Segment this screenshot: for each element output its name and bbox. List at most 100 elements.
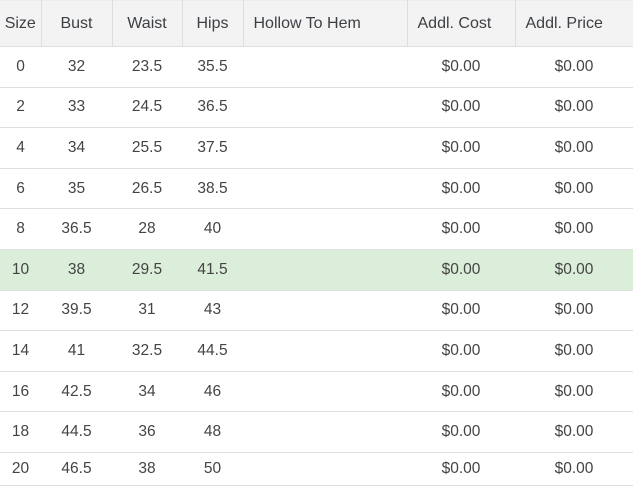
size-row-6[interactable]: 6 35 26.5 38.5 $0.00 $0.00 bbox=[0, 168, 633, 210]
cell-addl_cost: $0.00 bbox=[407, 208, 515, 250]
cell-hollow_to_hem bbox=[243, 411, 407, 453]
cell-bust: 46.5 bbox=[41, 452, 112, 487]
cell-hollow_to_hem bbox=[243, 452, 407, 487]
cell-waist: 29.5 bbox=[112, 249, 182, 291]
cell-hollow_to_hem bbox=[243, 127, 407, 169]
column-header-size: Size bbox=[0, 0, 41, 47]
size-row-10[interactable]: 10 38 29.5 41.5 $0.00 $0.00 bbox=[0, 249, 633, 291]
cell-hollow_to_hem bbox=[243, 330, 407, 372]
cell-bust: 34 bbox=[41, 127, 112, 169]
column-header-hollow_to_hem: Hollow To Hem bbox=[242, 0, 407, 47]
cell-addl_price: $0.00 bbox=[515, 290, 633, 332]
column-header-addl_cost: Addl. Cost bbox=[406, 0, 515, 47]
cell-addl_price: $0.00 bbox=[515, 168, 633, 210]
cell-addl_price: $0.00 bbox=[515, 411, 633, 453]
cell-size: 8 bbox=[0, 208, 41, 250]
cell-hollow_to_hem bbox=[243, 249, 407, 291]
cell-waist: 31 bbox=[112, 290, 182, 332]
cell-addl_cost: $0.00 bbox=[407, 290, 515, 332]
cell-addl_cost: $0.00 bbox=[407, 371, 515, 413]
cell-addl_price: $0.00 bbox=[515, 452, 633, 487]
cell-bust: 39.5 bbox=[41, 290, 112, 332]
cell-addl_cost: $0.00 bbox=[407, 127, 515, 169]
cell-addl_cost: $0.00 bbox=[407, 46, 515, 88]
cell-hollow_to_hem bbox=[243, 290, 407, 332]
cell-addl_cost: $0.00 bbox=[407, 168, 515, 210]
cell-hollow_to_hem bbox=[243, 168, 407, 210]
size-row-12[interactable]: 12 39.5 31 43 $0.00 $0.00 bbox=[0, 290, 633, 332]
cell-hollow_to_hem bbox=[243, 208, 407, 250]
column-header-bust: Bust bbox=[40, 0, 112, 47]
cell-size: 18 bbox=[0, 411, 41, 453]
cell-addl_cost: $0.00 bbox=[407, 452, 515, 487]
size-row-20[interactable]: 20 46.5 38 50 $0.00 $0.00 bbox=[0, 452, 633, 487]
cell-hollow_to_hem bbox=[243, 371, 407, 413]
cell-size: 12 bbox=[0, 290, 41, 332]
size-row-8[interactable]: 8 36.5 28 40 $0.00 $0.00 bbox=[0, 208, 633, 250]
size-row-16[interactable]: 16 42.5 34 46 $0.00 $0.00 bbox=[0, 371, 633, 413]
cell-hollow_to_hem bbox=[243, 87, 407, 129]
cell-addl_cost: $0.00 bbox=[407, 411, 515, 453]
cell-bust: 44.5 bbox=[41, 411, 112, 453]
cell-waist: 38 bbox=[112, 452, 182, 487]
cell-bust: 32 bbox=[41, 46, 112, 88]
cell-addl_price: $0.00 bbox=[515, 208, 633, 250]
cell-hips: 40 bbox=[182, 208, 243, 250]
header-row: Size Bust Waist Hips Hollow To Hem Addl. Cost… bbox=[0, 0, 633, 47]
cell-addl_cost: $0.00 bbox=[407, 249, 515, 291]
table-body: 0 32 23.5 35.5 $0.00 $0.00 2 33 24.5 36.5 $0.00 $0.… bbox=[0, 46, 633, 487]
cell-addl_price: $0.00 bbox=[515, 249, 633, 291]
cell-addl_price: $0.00 bbox=[515, 127, 633, 169]
cell-hips: 50 bbox=[182, 452, 243, 487]
cell-addl_cost: $0.00 bbox=[407, 87, 515, 129]
cell-size: 10 bbox=[0, 249, 41, 291]
cell-size: 20 bbox=[0, 452, 41, 487]
column-header-waist: Waist bbox=[111, 0, 182, 47]
column-header-hips: Hips bbox=[181, 0, 243, 47]
cell-hips: 46 bbox=[182, 371, 243, 413]
size-chart-table: Size Bust Waist Hips Hollow To Hem Addl. Cost… bbox=[0, 0, 633, 487]
cell-waist: 23.5 bbox=[112, 46, 182, 88]
cell-waist: 32.5 bbox=[112, 330, 182, 372]
size-row-2[interactable]: 2 33 24.5 36.5 $0.00 $0.00 bbox=[0, 87, 633, 129]
cell-size: 6 bbox=[0, 168, 41, 210]
cell-addl_price: $0.00 bbox=[515, 371, 633, 413]
table-header: Size Bust Waist Hips Hollow To Hem Addl. Cost… bbox=[0, 0, 633, 47]
cell-size: 4 bbox=[0, 127, 41, 169]
cell-bust: 33 bbox=[41, 87, 112, 129]
size-row-0[interactable]: 0 32 23.5 35.5 $0.00 $0.00 bbox=[0, 46, 633, 88]
cell-size: 0 bbox=[0, 46, 41, 88]
cell-hips: 48 bbox=[182, 411, 243, 453]
cell-hips: 37.5 bbox=[182, 127, 243, 169]
cell-waist: 34 bbox=[112, 371, 182, 413]
cell-hollow_to_hem bbox=[243, 46, 407, 88]
cell-size: 14 bbox=[0, 330, 41, 372]
column-header-addl_price: Addl. Price bbox=[514, 0, 633, 47]
cell-bust: 36.5 bbox=[41, 208, 112, 250]
cell-hips: 38.5 bbox=[182, 168, 243, 210]
size-row-14[interactable]: 14 41 32.5 44.5 $0.00 $0.00 bbox=[0, 330, 633, 372]
cell-waist: 26.5 bbox=[112, 168, 182, 210]
cell-hips: 36.5 bbox=[182, 87, 243, 129]
size-row-4[interactable]: 4 34 25.5 37.5 $0.00 $0.00 bbox=[0, 127, 633, 169]
cell-size: 2 bbox=[0, 87, 41, 129]
cell-bust: 38 bbox=[41, 249, 112, 291]
cell-bust: 42.5 bbox=[41, 371, 112, 413]
cell-addl_price: $0.00 bbox=[515, 87, 633, 129]
size-row-18[interactable]: 18 44.5 36 48 $0.00 $0.00 bbox=[0, 411, 633, 453]
cell-addl_price: $0.00 bbox=[515, 330, 633, 372]
cell-hips: 44.5 bbox=[182, 330, 243, 372]
cell-bust: 41 bbox=[41, 330, 112, 372]
cell-hips: 41.5 bbox=[182, 249, 243, 291]
cell-waist: 25.5 bbox=[112, 127, 182, 169]
cell-waist: 36 bbox=[112, 411, 182, 453]
cell-size: 16 bbox=[0, 371, 41, 413]
cell-addl_price: $0.00 bbox=[515, 46, 633, 88]
cell-bust: 35 bbox=[41, 168, 112, 210]
cell-waist: 24.5 bbox=[112, 87, 182, 129]
cell-hips: 43 bbox=[182, 290, 243, 332]
cell-hips: 35.5 bbox=[182, 46, 243, 88]
cell-waist: 28 bbox=[112, 208, 182, 250]
cell-addl_cost: $0.00 bbox=[407, 330, 515, 372]
